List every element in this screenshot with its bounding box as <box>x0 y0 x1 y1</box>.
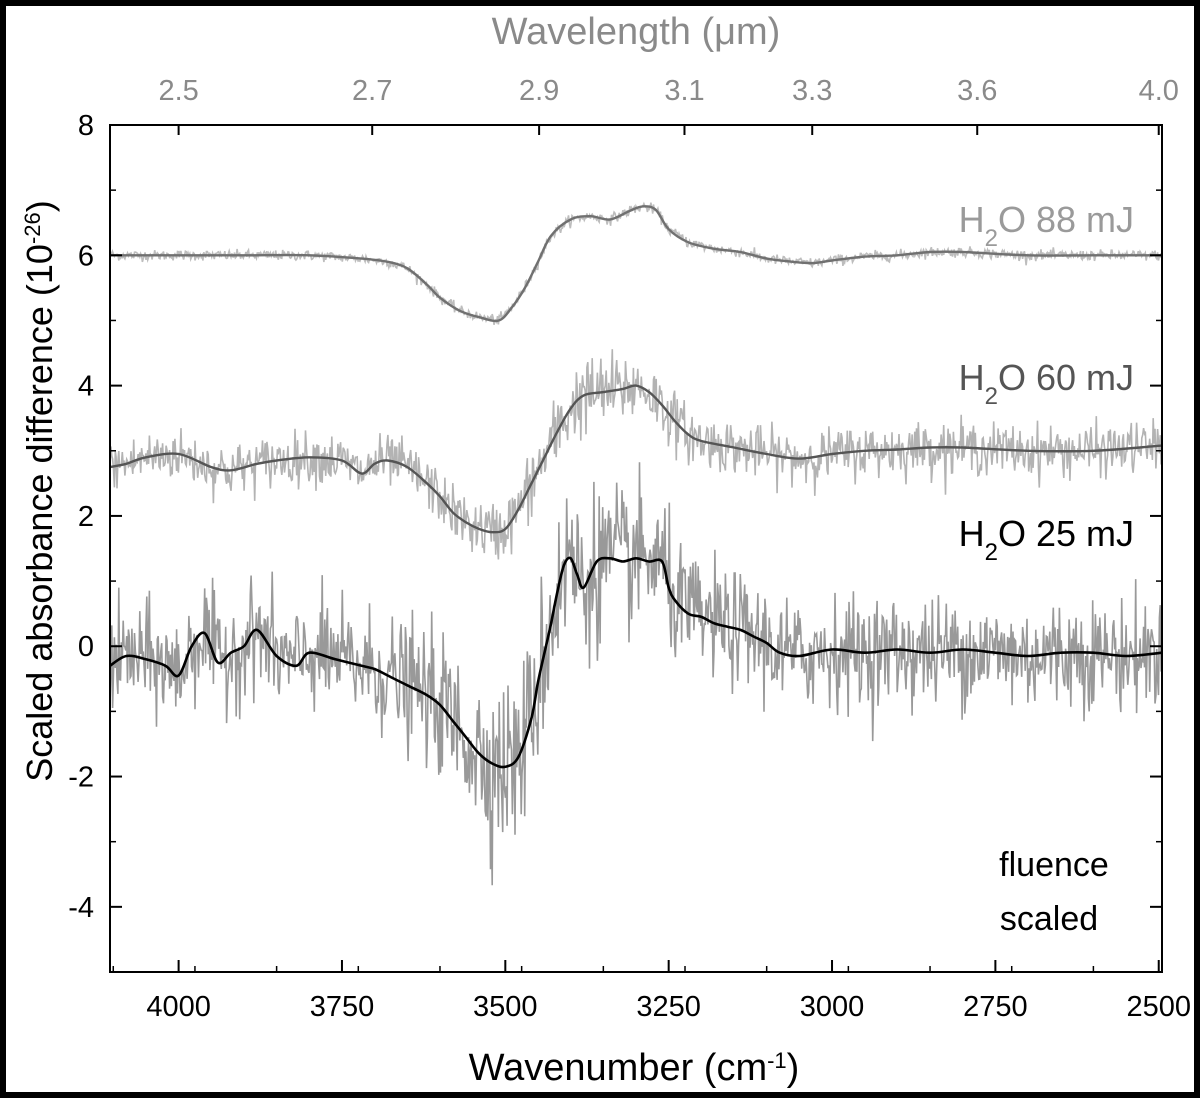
y-tick-label: -2 <box>68 762 94 794</box>
x-tick-label: 2500 <box>1126 991 1191 1023</box>
y-axis-label-main: Scaled absorbance difference (10 <box>19 244 60 782</box>
y-tick-label: 4 <box>78 371 94 403</box>
series-label-rest: O 88 mJ <box>998 199 1134 240</box>
series-label-rest: O 60 mJ <box>998 357 1134 398</box>
x-tick-label: 2750 <box>963 991 1028 1023</box>
plot-border <box>109 124 1163 973</box>
y-tick-label: 8 <box>78 110 94 142</box>
x-axis-label: Wavenumber (cm-1) <box>469 1047 800 1089</box>
series-smoothed-line <box>110 556 1162 769</box>
y-tick-label: 0 <box>78 631 94 663</box>
annotation-line-2: scaled <box>1000 900 1098 938</box>
series-label-subscript: 2 <box>985 225 998 252</box>
plot-clip-group <box>110 201 1162 886</box>
annotation-line-1: fluence <box>999 846 1109 884</box>
y-tick-label: -4 <box>68 892 94 924</box>
x-tick-label: 4000 <box>146 991 211 1023</box>
series-label-main: H <box>959 199 985 240</box>
top-axis-title: Wavelength (μm) <box>492 12 781 53</box>
x-axis-label-sup: -1 <box>767 1048 787 1073</box>
top-tick-label: 2.7 <box>352 75 392 107</box>
series-label-subscript: 2 <box>985 539 998 566</box>
series-smoothed-line <box>110 205 1162 323</box>
top-tick-label: 4.0 <box>1139 75 1179 107</box>
axes: 4000 3750 3500 3250 3000 2750 2500 2.5 2.7 2.9 3.1… <box>68 75 1191 1023</box>
x-tick-label: 3000 <box>800 991 865 1023</box>
series-label: H2O 60 mJ <box>959 357 1134 410</box>
series-raw-trace <box>110 349 1162 560</box>
x-axis-label-close: ) <box>787 1047 800 1089</box>
top-tick-label: 3.1 <box>664 75 704 107</box>
top-tick-label: 3.3 <box>792 75 832 107</box>
series-label-rest: O 25 mJ <box>998 513 1134 554</box>
series-label: H2O 88 mJ <box>959 199 1134 252</box>
series-smoothed-line <box>110 384 1162 534</box>
x-tick-label: 3750 <box>310 991 375 1023</box>
series-label-main: H <box>959 357 985 398</box>
y-axis-label: Scaled absorbance difference (10-26) <box>19 200 60 782</box>
y-axis-label-close: ) <box>19 200 60 212</box>
top-tick-label: 2.5 <box>158 75 198 107</box>
series-label-subscript: 2 <box>985 383 998 410</box>
series-raw-trace <box>110 462 1162 886</box>
top-tick-label: 3.6 <box>957 75 997 107</box>
series-label-main: H <box>959 513 985 554</box>
y-tick-label: 6 <box>78 240 94 272</box>
x-axis-label-main: Wavenumber (cm <box>469 1047 767 1089</box>
series-label: H2O 25 mJ <box>959 513 1134 566</box>
plot-area <box>110 201 1162 886</box>
chart-svg: Wavelength (μm) Scaled absorbance differ… <box>19 12 1191 1089</box>
x-tick-label: 3500 <box>473 991 538 1023</box>
top-tick-label: 2.9 <box>519 75 559 107</box>
y-axis-label-sup: -26 <box>20 212 45 244</box>
x-tick-label: 3250 <box>636 991 701 1023</box>
y-tick-label: 2 <box>78 501 94 533</box>
